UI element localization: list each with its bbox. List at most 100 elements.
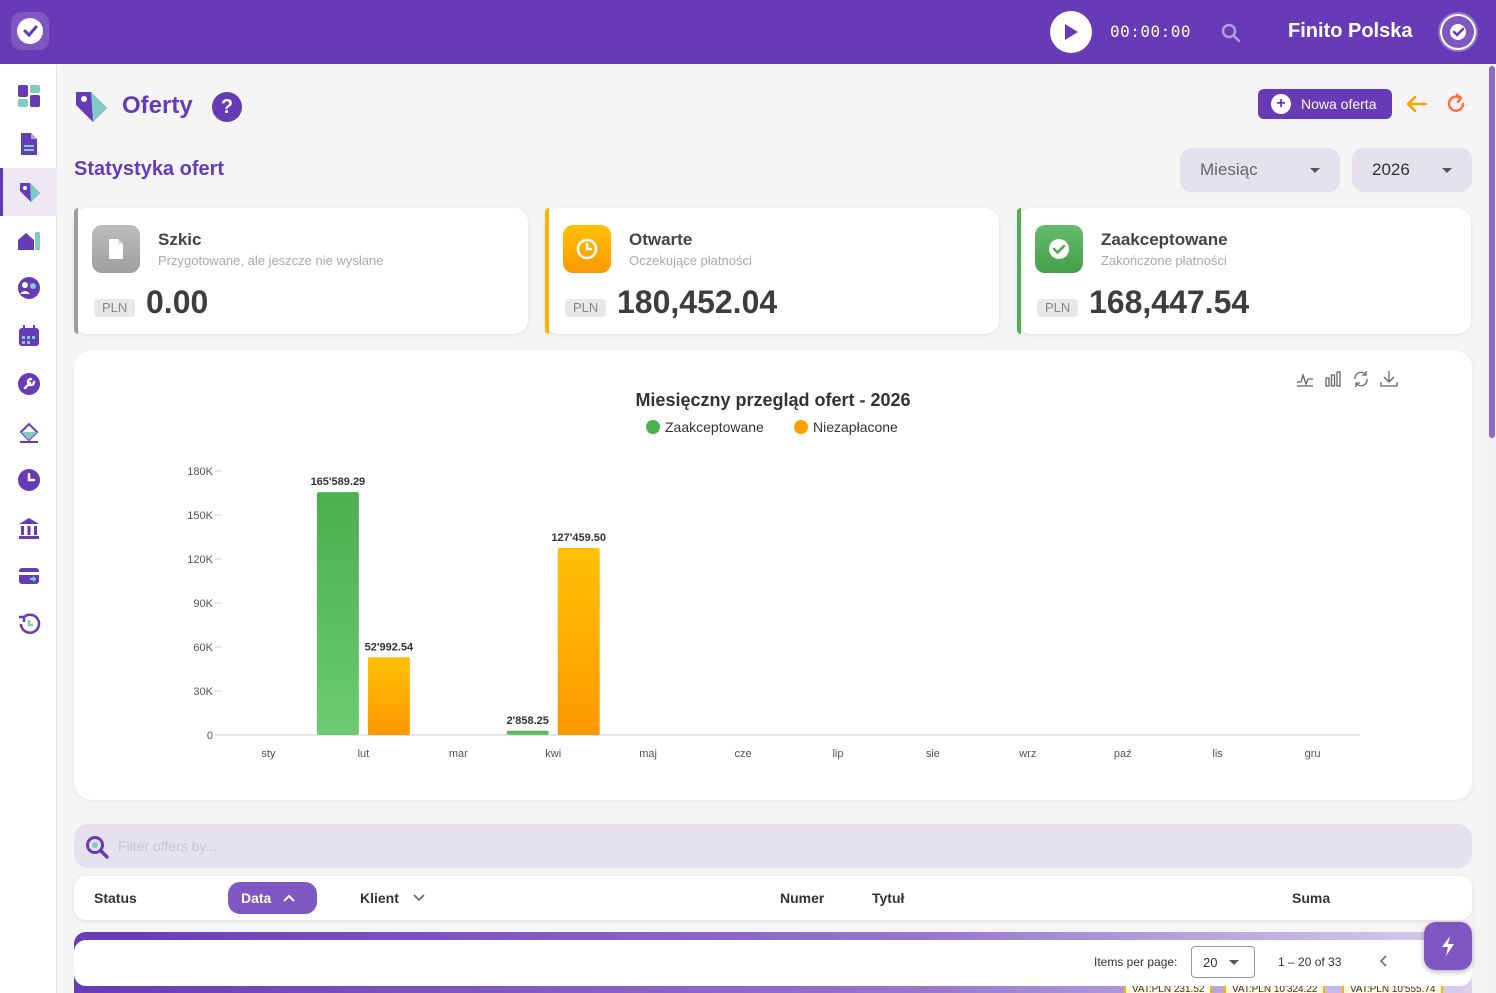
bar-unpaid-kwi xyxy=(557,548,600,735)
timer-play-button[interactable] xyxy=(1050,11,1092,53)
x-tick-label: paź xyxy=(1114,748,1132,760)
column-header-date-label: Data xyxy=(241,890,272,906)
y-tick-label: 0 xyxy=(207,730,213,742)
y-tick-label: 120K xyxy=(187,554,213,566)
year-select[interactable]: 2026 xyxy=(1352,148,1472,192)
back-arrow-icon[interactable] xyxy=(1404,92,1430,116)
column-header-sum[interactable]: Suma xyxy=(1292,890,1331,906)
company-name[interactable]: Finito Polska xyxy=(1288,20,1413,42)
sidebar-item-history[interactable] xyxy=(0,600,57,648)
clock-icon xyxy=(17,469,40,491)
sidebar-item-properties[interactable] xyxy=(0,216,57,264)
card-value: 0.00 xyxy=(146,284,209,320)
x-tick-label: lip xyxy=(832,748,843,760)
column-header-client-label: Klient xyxy=(360,890,399,906)
x-tick-label: sty xyxy=(261,748,276,760)
scrollbar-thumb[interactable] xyxy=(1489,66,1495,438)
y-tick-label: 30K xyxy=(193,686,213,698)
chart-toolbox xyxy=(1296,370,1398,388)
new-offer-button[interactable]: + Nowa oferta xyxy=(1258,89,1392,119)
refresh-icon[interactable] xyxy=(1444,92,1468,116)
chart-legend: Zaakceptowane Niezapłacone xyxy=(646,419,898,435)
search-icon[interactable] xyxy=(1220,22,1242,44)
card-title: Szkic xyxy=(158,230,202,249)
legend-marker-accepted[interactable] xyxy=(646,420,660,434)
column-header-title[interactable]: Tytuł xyxy=(872,890,905,906)
offers-bar-chart: Miesięczny przegląd ofert - 2026 Zaakcep… xyxy=(187,390,1360,760)
bar-unpaid-lut xyxy=(367,657,410,735)
column-header-status[interactable]: Status xyxy=(94,890,137,906)
calendar-icon xyxy=(18,325,39,346)
check-circle-icon xyxy=(1035,225,1083,273)
currency-badge: PLN xyxy=(94,299,136,317)
line-chart-icon[interactable] xyxy=(1296,370,1314,388)
bar-chart-icon[interactable] xyxy=(1324,370,1342,388)
x-tick-label: sie xyxy=(926,748,940,760)
y-tick-label: 150K xyxy=(187,510,213,522)
sidebar-item-documents[interactable] xyxy=(0,120,57,168)
wrench-icon xyxy=(17,373,40,395)
y-tick-label: 60K xyxy=(193,642,213,654)
legend-label-accepted[interactable]: Zaakceptowane xyxy=(665,419,764,435)
legend-marker-unpaid[interactable] xyxy=(794,420,808,434)
sidebar-item-payments[interactable] xyxy=(0,552,57,600)
user-avatar[interactable] xyxy=(1438,12,1478,52)
sidebar-item-offers[interactable] xyxy=(0,168,57,216)
sidebar-item-services[interactable] xyxy=(0,360,57,408)
timer-display: 00:00:00 xyxy=(1110,22,1192,41)
sidebar-item-clients[interactable] xyxy=(0,264,57,312)
column-header-number[interactable]: Numer xyxy=(780,890,825,906)
stat-card-accepted: Zaakceptowane Zakończone płatności PLN 1… xyxy=(1017,208,1471,334)
column-header-date[interactable]: Data xyxy=(228,882,317,914)
column-header-client[interactable]: Klient xyxy=(360,890,425,906)
page-size-select[interactable]: 20 xyxy=(1191,946,1255,978)
sidebar-item-cleaning[interactable] xyxy=(0,408,57,456)
page-title: Oferty xyxy=(122,92,193,119)
chart-panel xyxy=(74,350,1472,800)
x-tick-label: lis xyxy=(1212,748,1223,760)
tag-icon xyxy=(20,183,40,202)
page-scrollbar[interactable] xyxy=(1488,64,1496,993)
chevron-down-icon xyxy=(1442,168,1452,173)
row-vat-value: VAT:PLN 231.52 xyxy=(1124,984,1213,993)
filter-input[interactable] xyxy=(118,834,1448,858)
period-select[interactable]: Miesiąc xyxy=(1180,148,1340,192)
sidebar-item-calendar[interactable] xyxy=(0,312,57,360)
card-value: 180,452.04 xyxy=(617,284,778,320)
legend-label-unpaid[interactable]: Niezapłacone xyxy=(813,419,898,435)
card-accent-bar xyxy=(545,208,549,334)
lightning-icon xyxy=(1442,936,1454,956)
sidebar-item-time[interactable] xyxy=(0,456,57,504)
period-select-value: Miesiąc xyxy=(1200,160,1258,179)
sidebar-item-dashboard[interactable] xyxy=(0,72,57,120)
card-value: 168,447.54 xyxy=(1089,284,1250,320)
currency-badge: PLN xyxy=(565,299,607,317)
stats-title: Statystyka ofert xyxy=(74,158,225,180)
restore-icon[interactable] xyxy=(1352,370,1370,388)
bar-accepted-kwi xyxy=(506,730,549,735)
paint-bucket-icon xyxy=(19,422,38,443)
sidebar-item-bank[interactable] xyxy=(0,504,57,552)
quick-actions-button[interactable] xyxy=(1424,922,1472,970)
x-tick-label: kwi xyxy=(545,748,561,760)
stat-card-draft: Szkic Przygotowane, ale jeszcze nie wysł… xyxy=(74,208,528,334)
page-range: 1 – 20 of 33 xyxy=(1278,955,1342,969)
chevron-up-icon xyxy=(283,894,296,902)
paginator xyxy=(74,940,1472,986)
download-icon[interactable] xyxy=(1380,370,1398,388)
prev-page-icon[interactable] xyxy=(1376,953,1392,969)
year-select-value: 2026 xyxy=(1372,160,1410,179)
y-tick-label: 180K xyxy=(187,466,213,478)
app-logo[interactable] xyxy=(11,12,49,50)
help-button[interactable]: ? xyxy=(212,92,242,122)
data-label: 127'459.50 xyxy=(551,532,606,544)
data-label: 2'858.25 xyxy=(507,715,549,727)
x-tick-label: mar xyxy=(449,748,468,760)
chart-title: Miesięczny przegląd ofert - 2026 xyxy=(635,390,910,410)
page-size-value: 20 xyxy=(1203,954,1218,970)
card-accent-bar xyxy=(74,208,78,334)
x-tick-label: lut xyxy=(358,748,370,760)
plus-icon: + xyxy=(1271,94,1291,114)
new-offer-label: Nowa oferta xyxy=(1301,96,1377,112)
card-subtitle: Oczekujące płatności xyxy=(629,253,752,268)
